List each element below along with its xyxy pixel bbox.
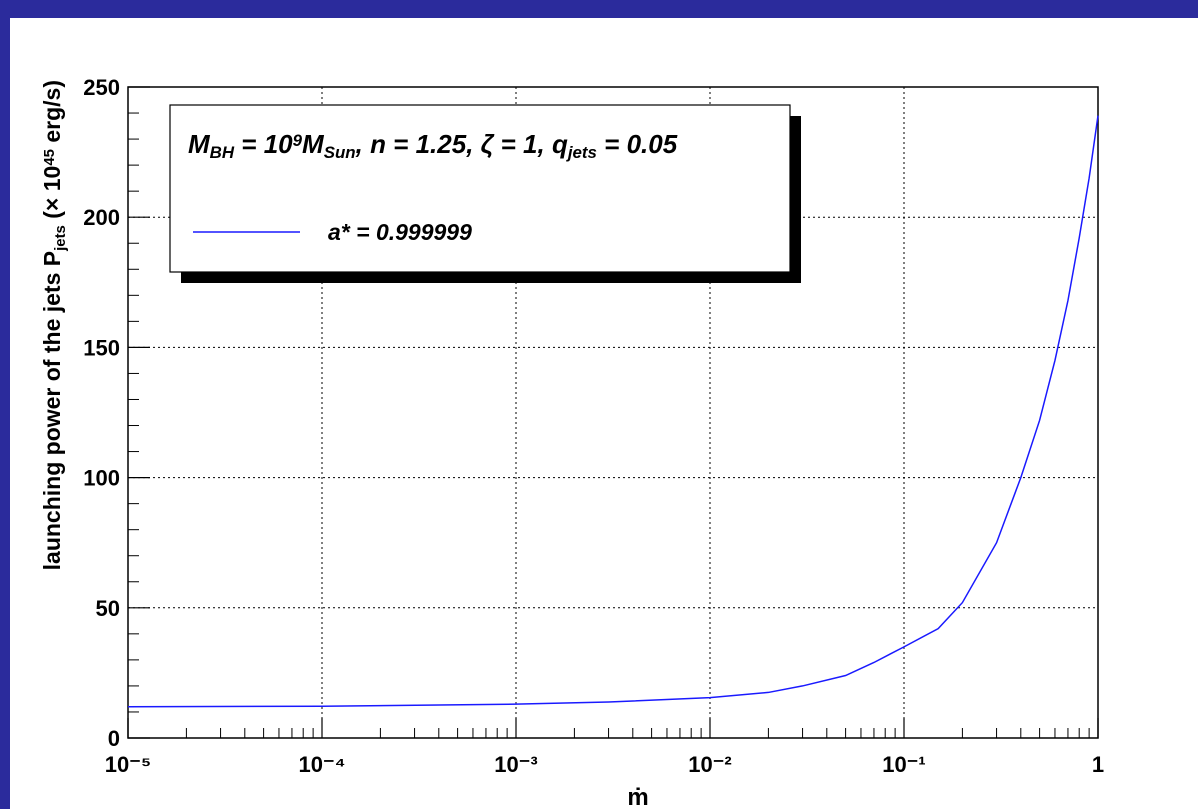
x-axis-label: ṁ [627,784,648,809]
y-tick-label: 150 [83,335,120,360]
x-tick-label: 10⁻² [688,752,731,777]
legend-box [169,104,791,273]
text-part: , n = 1.25, ζ = 1, q [355,129,568,159]
text-part: = 0.05 [597,129,678,159]
y-tick-label: 0 [108,726,120,751]
line-series [127,115,1099,708]
text-part: = 10 [234,129,293,159]
text-part: (× 10 [39,166,65,225]
text-part: M [302,129,325,159]
text-sub: jets [566,143,597,162]
y-tick-label: 250 [83,75,120,100]
legend-label: a* = 0.999999 [328,219,472,245]
text-sub: jets [52,225,69,252]
x-tick-label: 10⁻¹ [882,752,925,777]
y-tick-label: 50 [96,596,120,621]
text-part: launching power of the jets P [39,251,65,570]
y-tick-label: 200 [83,205,120,230]
legend-header: MBH = 109MSun, n = 1.25, ζ = 1, qjets = … [188,129,678,162]
text-sub: BH [210,143,235,162]
text-part: erg/s) [39,80,65,149]
x-tick-label: 10⁻⁵ [105,752,151,777]
x-tick-label: 10⁻⁴ [299,752,346,777]
text-part: M [188,129,211,159]
x-tick-label: 1 [1092,752,1104,777]
y-tick-label: 100 [83,466,120,491]
text-sup: 45 [41,149,58,166]
text-sub: Sun [324,143,356,162]
y-axis-label: launching power of the jets Pjets (× 104… [39,80,69,570]
text-sup: 9 [293,131,303,150]
x-tick-label: 10⁻³ [494,752,537,777]
